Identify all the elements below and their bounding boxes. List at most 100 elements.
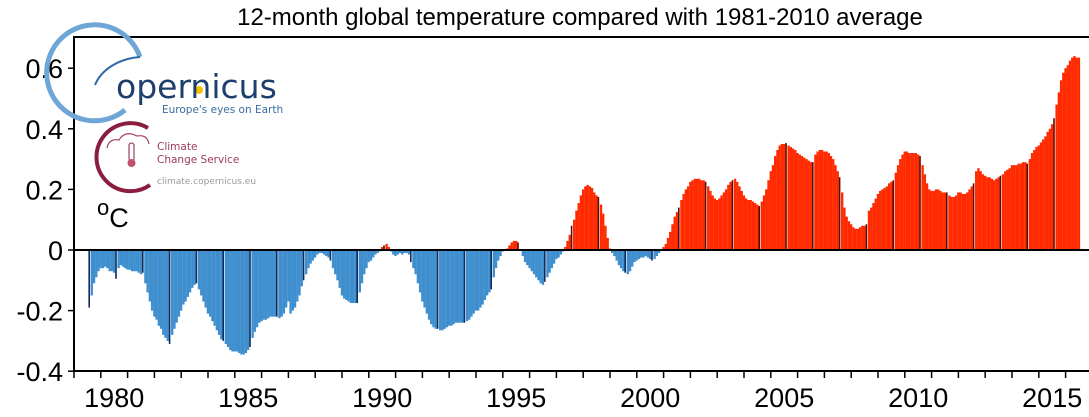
bar-1989-05 [351, 250, 355, 304]
bar-1997-01 [557, 250, 560, 258]
bar-1996-12 [555, 250, 558, 260]
bar-1992-05 [432, 250, 435, 328]
bar-2009-12 [903, 151, 906, 250]
bar-1992-09 [441, 250, 444, 331]
bar-1983-12 [206, 250, 210, 314]
bar-2010-03 [910, 153, 913, 250]
bar-2012-12 [983, 175, 987, 250]
bar-1980-03 [106, 250, 109, 269]
bar-2000-08 [653, 250, 656, 260]
bar-2013-11 [1008, 168, 1011, 250]
bar-2005-01 [771, 165, 775, 250]
bar-1988-02 [318, 250, 321, 254]
bar-1979-07 [88, 250, 90, 308]
x-tick-label: 2015 [1022, 383, 1082, 413]
bar-2002-08 [707, 186, 710, 250]
bar-1983-03 [186, 250, 190, 297]
bar-2004-10 [765, 189, 768, 250]
bar-2015-03 [1044, 136, 1047, 251]
bar-2003-02 [720, 195, 723, 250]
bar-2001-01 [664, 243, 667, 250]
bar-1986-06 [273, 250, 277, 317]
bar-2008-08 [867, 210, 871, 250]
bar-1982-06 [166, 250, 169, 341]
bar-1990-08 [385, 243, 388, 250]
copernicus-tagline: Europe's eyes on Earth [162, 104, 283, 116]
bar-1984-07 [222, 250, 224, 341]
bar-2005-09 [789, 146, 793, 250]
bar-2011-12 [957, 192, 960, 250]
bar-1996-06 [541, 250, 545, 285]
bar-2002-11 [713, 198, 717, 250]
bar-2014-10 [1033, 150, 1036, 250]
bar-2004-07 [758, 206, 760, 250]
bar-1991-11 [418, 250, 422, 293]
bar-1987-10 [309, 250, 312, 264]
bar-1993-10 [470, 250, 473, 317]
bar-1991-12 [421, 250, 424, 302]
bar-1987-11 [311, 250, 315, 261]
bar-2009-04 [885, 186, 889, 250]
service-line2: Change Service [157, 154, 239, 166]
bar-1980-07 [115, 250, 117, 279]
bar-2014-04 [1019, 163, 1023, 250]
bar-2009-08 [894, 172, 897, 250]
bar-2011-01 [932, 190, 935, 250]
bar-2003-03 [722, 192, 726, 250]
bar-2016-01 [1066, 65, 1069, 250]
bar-1994-07 [490, 250, 492, 290]
bar-1988-05 [325, 250, 328, 257]
bar-2008-09 [870, 207, 873, 250]
bar-1989-10 [363, 250, 366, 275]
bar-2002-07 [704, 181, 707, 250]
bar-1997-08 [573, 219, 576, 250]
bar-1982-09 [173, 250, 176, 329]
bar-1987-04 [296, 250, 299, 302]
bar-2002-12 [715, 200, 719, 250]
bar-2013-04 [992, 180, 996, 250]
bar-1994-09 [494, 250, 498, 269]
bar-2002-03 [695, 178, 699, 250]
bar-1994-04 [483, 250, 487, 300]
bar-1984-11 [231, 250, 234, 352]
bar-2015-06 [1050, 124, 1054, 250]
bar-1991-01 [396, 250, 399, 255]
bar-1981-02 [130, 250, 134, 272]
bar-2002-06 [702, 180, 705, 250]
bar-1983-04 [188, 250, 192, 293]
bar-2003-09 [736, 181, 739, 250]
bar-2002-02 [693, 178, 696, 250]
bar-1996-01 [530, 250, 533, 272]
bar-2008-07 [865, 224, 868, 250]
bar-2014-02 [1015, 165, 1018, 250]
bar-1987-02 [291, 250, 294, 311]
bar-1999-08 [626, 250, 629, 275]
bar-1985-10 [255, 250, 259, 328]
bar-2010-02 [908, 153, 911, 250]
bar-2003-07 [731, 180, 734, 250]
bar-1997-11 [579, 195, 583, 250]
bar-1999-11 [633, 250, 636, 263]
bar-2007-07 [838, 177, 841, 250]
bar-1994-01 [477, 250, 480, 311]
bar-2002-05 [700, 180, 703, 250]
bar-2012-09 [977, 168, 980, 250]
bar-1997-07 [570, 225, 573, 250]
bar-1995-11 [526, 250, 529, 266]
bar-2014-11 [1035, 146, 1038, 250]
bar-2005-08 [787, 145, 790, 250]
bar-2011-11 [954, 195, 958, 250]
bar-2001-12 [689, 181, 692, 250]
bar-1993-03 [454, 250, 458, 323]
bar-1999-03 [615, 250, 618, 261]
y-tick-label: 0.2 [25, 175, 63, 205]
bar-1988-10 [336, 250, 339, 281]
bar-2016-02 [1068, 60, 1072, 251]
bar-2014-08 [1028, 159, 1031, 250]
bar-2013-05 [995, 178, 998, 250]
bar-2005-05 [780, 143, 784, 250]
bar-1998-09 [602, 213, 605, 250]
bar-2010-09 [923, 174, 927, 250]
bar-2002-04 [698, 178, 701, 250]
bar-1983-06 [193, 250, 196, 285]
